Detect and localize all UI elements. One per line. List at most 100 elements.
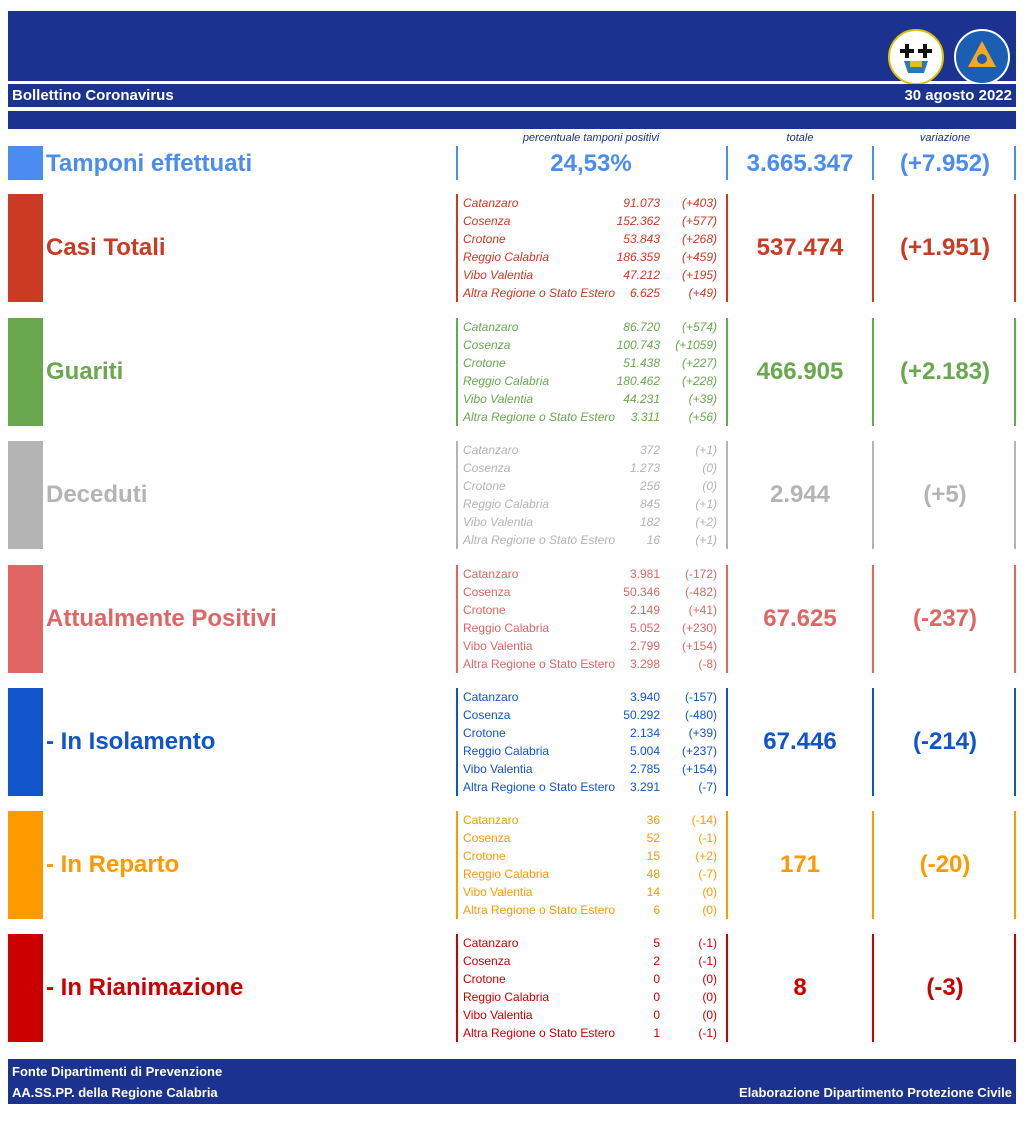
divider: [456, 565, 458, 673]
province-row: Catanzaro 372 (+1): [463, 441, 723, 459]
province-value: 3.940: [629, 690, 660, 704]
province-name: Vibo Valentia: [463, 885, 533, 899]
section-variation: (+2.183): [899, 358, 991, 385]
province-row: Crotone 0 (0): [463, 970, 723, 988]
section-swatch: [8, 934, 43, 1042]
divider: [726, 688, 728, 796]
province-value: 2.799: [629, 639, 660, 653]
province-delta: (0): [702, 903, 717, 917]
province-delta: (+237): [681, 744, 717, 758]
divider: [1014, 688, 1016, 796]
province-list: Catanzaro 36 (-14) Cosenza 52 (-1) Crotone 15 (+…: [463, 811, 723, 919]
province-row: Crotone 15 (+2): [463, 847, 723, 865]
divider: [1014, 565, 1016, 673]
province-delta: (-1): [698, 954, 717, 968]
province-delta: (+1): [695, 443, 717, 457]
section-total: 171: [779, 851, 821, 878]
province-delta: (+39): [688, 726, 717, 740]
province-delta: (+1): [695, 497, 717, 511]
bulletin-date: 30 agosto 2022: [904, 87, 1012, 104]
province-delta: (+2): [695, 849, 717, 863]
province-delta: (+228): [681, 374, 717, 388]
province-value: 50.292: [623, 708, 660, 722]
divider: [726, 565, 728, 673]
province-value: 256: [639, 479, 660, 493]
province-list: Catanzaro 3.940 (-157) Cosenza 50.292 (-480) C…: [463, 688, 723, 796]
section-variation: (-20): [919, 851, 971, 878]
province-name: Altra Regione o Stato Estero: [463, 657, 616, 671]
province-row: Crotone 256 (0): [463, 477, 723, 495]
province-value: 180.462: [616, 374, 660, 388]
province-row: Vibo Valentia 0 (0): [463, 1006, 723, 1024]
province-value: 50.346: [623, 585, 660, 599]
province-name: Crotone: [463, 356, 506, 370]
province-value: 91.073: [623, 196, 660, 210]
divider: [1014, 441, 1016, 549]
province-value: 2.149: [629, 603, 660, 617]
province-row: Altra Regione o Stato Estero 3.298 (-8): [463, 655, 723, 673]
top-banner: [8, 11, 1016, 85]
province-delta: (-7): [698, 780, 717, 794]
province-value: 52: [646, 831, 660, 845]
province-row: Cosenza 1.273 (0): [463, 459, 723, 477]
section-variation: (+1.951): [899, 234, 991, 261]
divider: [872, 688, 874, 796]
footer-credit: Elaborazione Dipartimento Protezione Civ…: [738, 1085, 1012, 1100]
province-row: Vibo Valentia 2.799 (+154): [463, 637, 723, 655]
bulletin-title: Bollettino Coronavirus: [12, 87, 174, 104]
province-name: Catanzaro: [463, 936, 519, 950]
province-delta: (-1): [698, 831, 717, 845]
province-row: Cosenza 52 (-1): [463, 829, 723, 847]
divider: [872, 318, 874, 426]
province-name: Reggio Calabria: [463, 990, 550, 1004]
province-value: 3.298: [629, 657, 660, 671]
province-value: 0: [653, 972, 660, 986]
province-name: Altra Regione o Stato Estero: [463, 903, 616, 917]
province-row: Crotone 2.149 (+41): [463, 601, 723, 619]
province-name: Vibo Valentia: [463, 639, 533, 653]
province-delta: (+39): [688, 392, 717, 406]
province-row: Catanzaro 3.940 (-157): [463, 688, 723, 706]
divider: [872, 934, 874, 1042]
province-value: 15: [646, 849, 660, 863]
province-list: Catanzaro 372 (+1) Cosenza 1.273 (0) Crotone 25…: [463, 441, 723, 549]
province-name: Crotone: [463, 603, 506, 617]
province-name: Cosenza: [463, 831, 511, 845]
province-delta: (+2): [695, 515, 717, 529]
province-delta: (+574): [681, 320, 717, 334]
divider: [456, 811, 458, 919]
section-total: 537.474: [756, 234, 844, 261]
province-list: Catanzaro 91.073 (+403) Cosenza 152.362 (+577…: [463, 194, 723, 302]
province-value: 845: [639, 497, 660, 511]
divider: [1014, 318, 1016, 426]
province-name: Crotone: [463, 972, 506, 986]
divider: [456, 318, 458, 426]
divider: [726, 441, 728, 549]
province-name: Vibo Valentia: [463, 268, 534, 282]
province-name: Reggio Calabria: [463, 374, 550, 388]
col-header-pct: percentuale tamponi positivi: [522, 132, 660, 144]
province-delta: (-482): [684, 585, 717, 599]
province-value: 3.311: [630, 410, 660, 424]
province-row: Reggio Calabria 5.052 (+230): [463, 619, 723, 637]
protezione-civile-logo: [954, 29, 1010, 85]
province-value: 14: [646, 885, 660, 899]
tamponi-label: Tamponi effettuati: [46, 150, 253, 177]
province-row: Altra Regione o Stato Estero 16 (+1): [463, 531, 723, 549]
divider: [1014, 811, 1016, 919]
province-name: Reggio Calabria: [463, 744, 550, 758]
province-row: Altra Regione o Stato Estero 1 (-1): [463, 1024, 723, 1042]
province-delta: (0): [702, 990, 717, 1004]
province-row: Vibo Valentia 182 (+2): [463, 513, 723, 531]
province-value: 51.438: [623, 356, 660, 370]
section-label: - In Reparto: [46, 851, 180, 878]
province-value: 6: [653, 903, 660, 917]
province-row: Reggio Calabria 48 (-7): [463, 865, 723, 883]
province-row: Reggio Calabria 845 (+1): [463, 495, 723, 513]
divider: [1014, 934, 1016, 1042]
province-value: 6.625: [629, 286, 660, 300]
tamponi-pct: 24,53%: [550, 150, 632, 177]
province-delta: (0): [702, 461, 717, 475]
province-delta: (+49): [688, 286, 717, 300]
province-name: Crotone: [463, 479, 506, 493]
